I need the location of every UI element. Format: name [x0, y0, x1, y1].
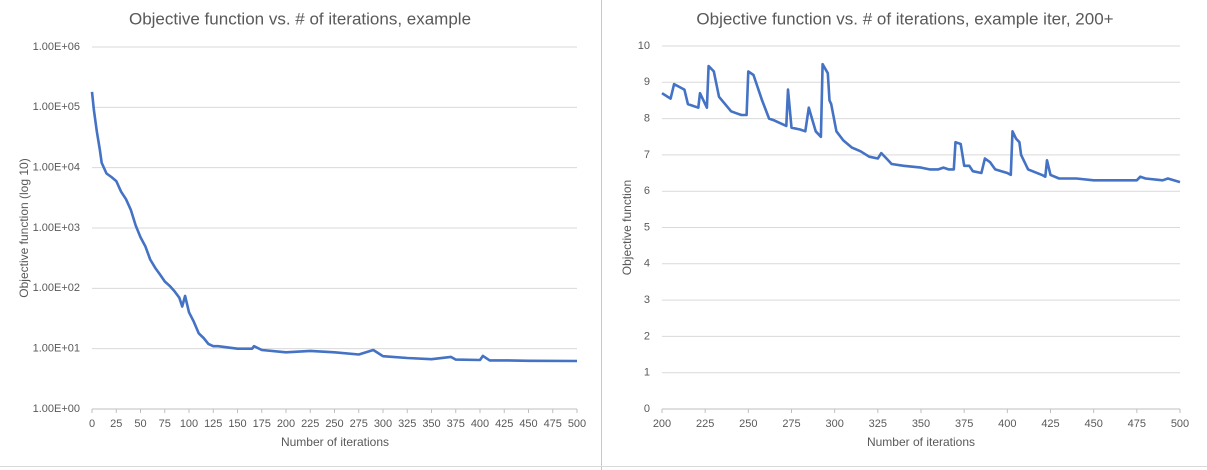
x-tick-label: 425 [495, 418, 513, 430]
y-tick-label: 6 [644, 185, 650, 197]
y-tick-label: 4 [644, 258, 650, 270]
x-tick-label: 100 [180, 418, 198, 430]
x-axis-title: Number of iterations [867, 435, 975, 449]
x-tick-label: 400 [998, 418, 1016, 430]
x-tick-label: 300 [825, 418, 843, 430]
y-tick-label: 3 [644, 294, 650, 306]
data-line [661, 62, 1181, 184]
x-tick-label: 200 [277, 418, 295, 430]
x-tick-label: 250 [325, 418, 343, 430]
x-tick-label: 325 [869, 418, 887, 430]
y-tick-label: 9 [644, 76, 650, 88]
x-tick-label: 400 [471, 418, 489, 430]
y-tick-label: 0 [644, 403, 650, 415]
x-tick-label: 375 [447, 418, 465, 430]
x-tick-label: 350 [912, 418, 930, 430]
y-tick-label: 1.00E+04 [33, 162, 80, 174]
x-tick-label: 375 [955, 418, 973, 430]
x-tick-label: 250 [739, 418, 757, 430]
y-tick-label: 7 [644, 149, 650, 161]
x-tick-label: 500 [568, 418, 586, 430]
y-tick-label: 8 [644, 113, 650, 125]
y-tick-label: 1.00E+01 [33, 343, 80, 355]
x-axis-title: Number of iterations [281, 435, 389, 449]
x-tick-label: 200 [653, 418, 671, 430]
x-tick-label: 275 [350, 418, 368, 430]
x-tick-label: 225 [301, 418, 319, 430]
y-tick-label: 10 [638, 40, 650, 52]
x-tick-label: 25 [110, 418, 122, 430]
x-tick-label: 0 [89, 418, 95, 430]
x-tick-label: 450 [519, 418, 537, 430]
y-tick-label: 1.00E+06 [33, 41, 80, 53]
y-tick-label: 1.00E+02 [33, 282, 80, 294]
y-axis-title: Objective function [620, 180, 634, 275]
x-tick-label: 150 [228, 418, 246, 430]
x-tick-label: 450 [1084, 418, 1102, 430]
x-tick-label: 475 [1128, 418, 1146, 430]
x-tick-label: 425 [1041, 418, 1059, 430]
x-tick-label: 300 [374, 418, 392, 430]
y-tick-label: 2 [644, 330, 650, 342]
x-tick-label: 325 [398, 418, 416, 430]
y-tick-label: 1.00E+05 [33, 101, 80, 113]
y-tick-label: 1 [644, 367, 650, 379]
x-tick-label: 275 [782, 418, 800, 430]
chart-title: Objective function vs. # of iterations, … [696, 9, 1113, 28]
y-tick-label: 1.00E+00 [33, 403, 80, 415]
chart-title: Objective function vs. # of iterations, … [129, 9, 471, 28]
x-tick-label: 500 [1171, 418, 1189, 430]
y-tick-label: 1.00E+03 [33, 222, 80, 234]
x-tick-label: 475 [544, 418, 562, 430]
x-tick-label: 350 [422, 418, 440, 430]
x-tick-label: 50 [134, 418, 146, 430]
data-line [90, 91, 578, 363]
y-tick-label: 5 [644, 221, 650, 233]
x-tick-label: 125 [204, 418, 222, 430]
y-axis-title: Objective function (log 10) [17, 158, 31, 297]
x-tick-label: 225 [696, 418, 714, 430]
x-tick-label: 75 [159, 418, 171, 430]
x-tick-label: 175 [253, 418, 271, 430]
